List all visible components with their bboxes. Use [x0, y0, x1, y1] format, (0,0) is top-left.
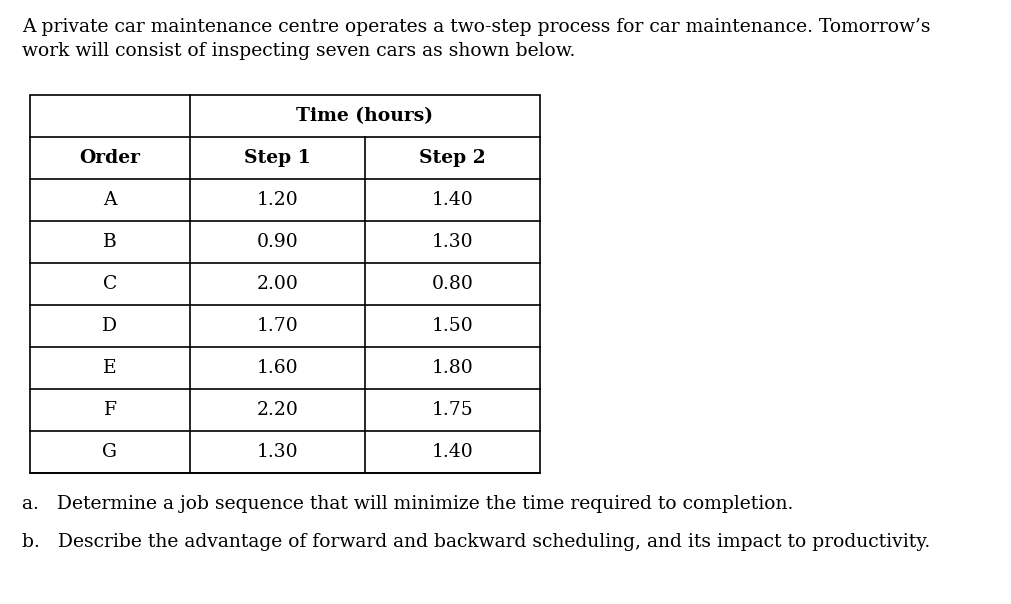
Text: C: C	[103, 275, 117, 293]
Text: 1.60: 1.60	[257, 359, 298, 377]
Text: Step 1: Step 1	[244, 149, 310, 167]
Text: 1.70: 1.70	[257, 317, 298, 335]
Text: F: F	[103, 401, 116, 419]
Text: a.   Determine a job sequence that will minimize the time required to completion: a. Determine a job sequence that will mi…	[22, 495, 793, 513]
Text: Order: Order	[80, 149, 141, 167]
Text: 2.00: 2.00	[257, 275, 298, 293]
Text: 1.80: 1.80	[432, 359, 473, 377]
Text: Time (hours): Time (hours)	[296, 107, 433, 125]
Text: 1.30: 1.30	[432, 233, 473, 251]
Text: work will consist of inspecting seven cars as shown below.: work will consist of inspecting seven ca…	[22, 42, 575, 60]
Text: 1.30: 1.30	[257, 443, 298, 461]
Text: A: A	[103, 191, 116, 209]
Text: E: E	[103, 359, 116, 377]
Text: B: B	[103, 233, 116, 251]
Text: 1.75: 1.75	[432, 401, 473, 419]
Text: 1.40: 1.40	[432, 191, 473, 209]
Text: Step 2: Step 2	[419, 149, 485, 167]
Text: 1.20: 1.20	[257, 191, 298, 209]
Text: 1.40: 1.40	[432, 443, 473, 461]
Text: D: D	[102, 317, 117, 335]
Text: 0.80: 0.80	[431, 275, 473, 293]
Text: G: G	[102, 443, 117, 461]
Text: 2.20: 2.20	[257, 401, 298, 419]
Bar	[30, 95, 540, 473]
Text: 1.50: 1.50	[432, 317, 473, 335]
Text: b.   Describe the advantage of forward and backward scheduling, and its impact t: b. Describe the advantage of forward and…	[22, 533, 929, 551]
Text: A private car maintenance centre operates a two-step process for car maintenance: A private car maintenance centre operate…	[22, 18, 929, 36]
Text: 0.90: 0.90	[257, 233, 298, 251]
